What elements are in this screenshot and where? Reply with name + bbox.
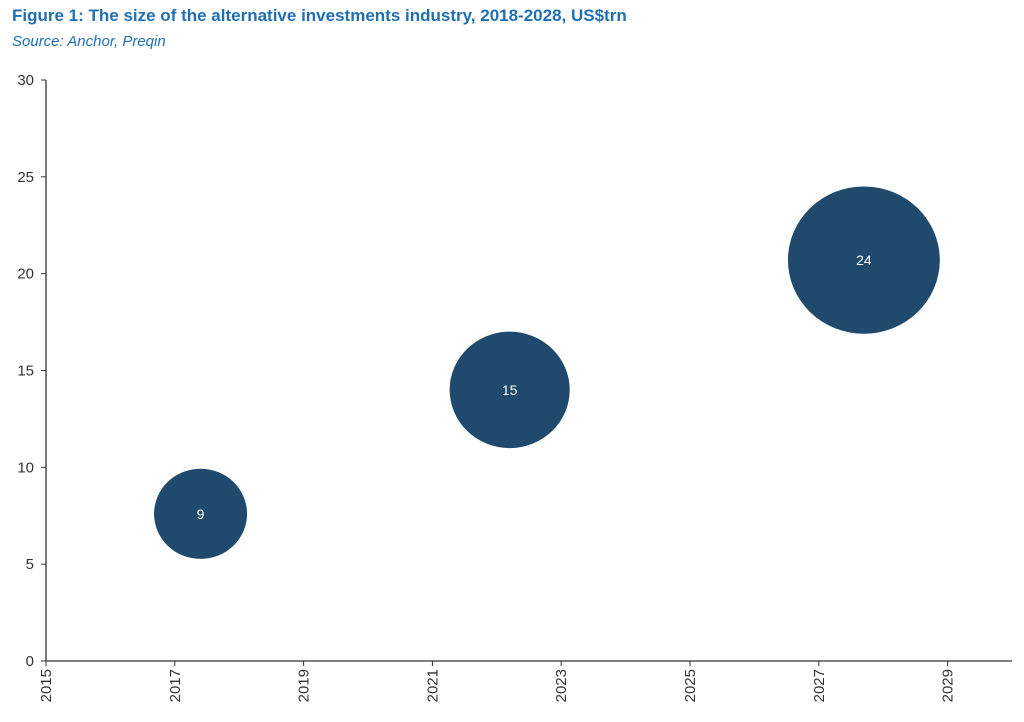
y-tick-label: 0 [26, 653, 34, 670]
x-tick-label: 2025 [682, 669, 699, 702]
chart-source: Source: Anchor, Preqin [12, 33, 166, 50]
y-axis-ticks: 0 5 10 15 20 25 30 [17, 72, 46, 670]
x-tick-label: 2023 [553, 669, 570, 702]
y-tick-label: 5 [26, 556, 34, 573]
bubble-label: 15 [502, 382, 518, 398]
bubble-label: 9 [197, 506, 205, 522]
bubble [449, 331, 570, 449]
x-tick-label: 2029 [940, 669, 957, 702]
x-tick-label: 2027 [811, 669, 828, 702]
bubble [154, 468, 248, 559]
bubble-series: 9 15 24 [154, 186, 940, 559]
bubble [787, 186, 940, 334]
x-tick-label: 2017 [167, 669, 184, 702]
y-tick-label: 30 [17, 72, 34, 89]
y-tick-label: 10 [17, 459, 34, 476]
x-tick-label: 2021 [424, 669, 441, 702]
x-tick-label: 2015 [38, 669, 55, 702]
chart-title: Figure 1: The size of the alternative in… [12, 6, 627, 25]
x-axis-ticks: 2015 2017 2019 2021 2023 2025 2027 2029 [38, 661, 957, 702]
bubble-label: 24 [856, 252, 872, 268]
y-tick-label: 20 [17, 266, 34, 283]
y-tick-label: 25 [17, 169, 34, 186]
y-tick-label: 15 [17, 363, 34, 380]
x-tick-label: 2019 [296, 669, 313, 702]
